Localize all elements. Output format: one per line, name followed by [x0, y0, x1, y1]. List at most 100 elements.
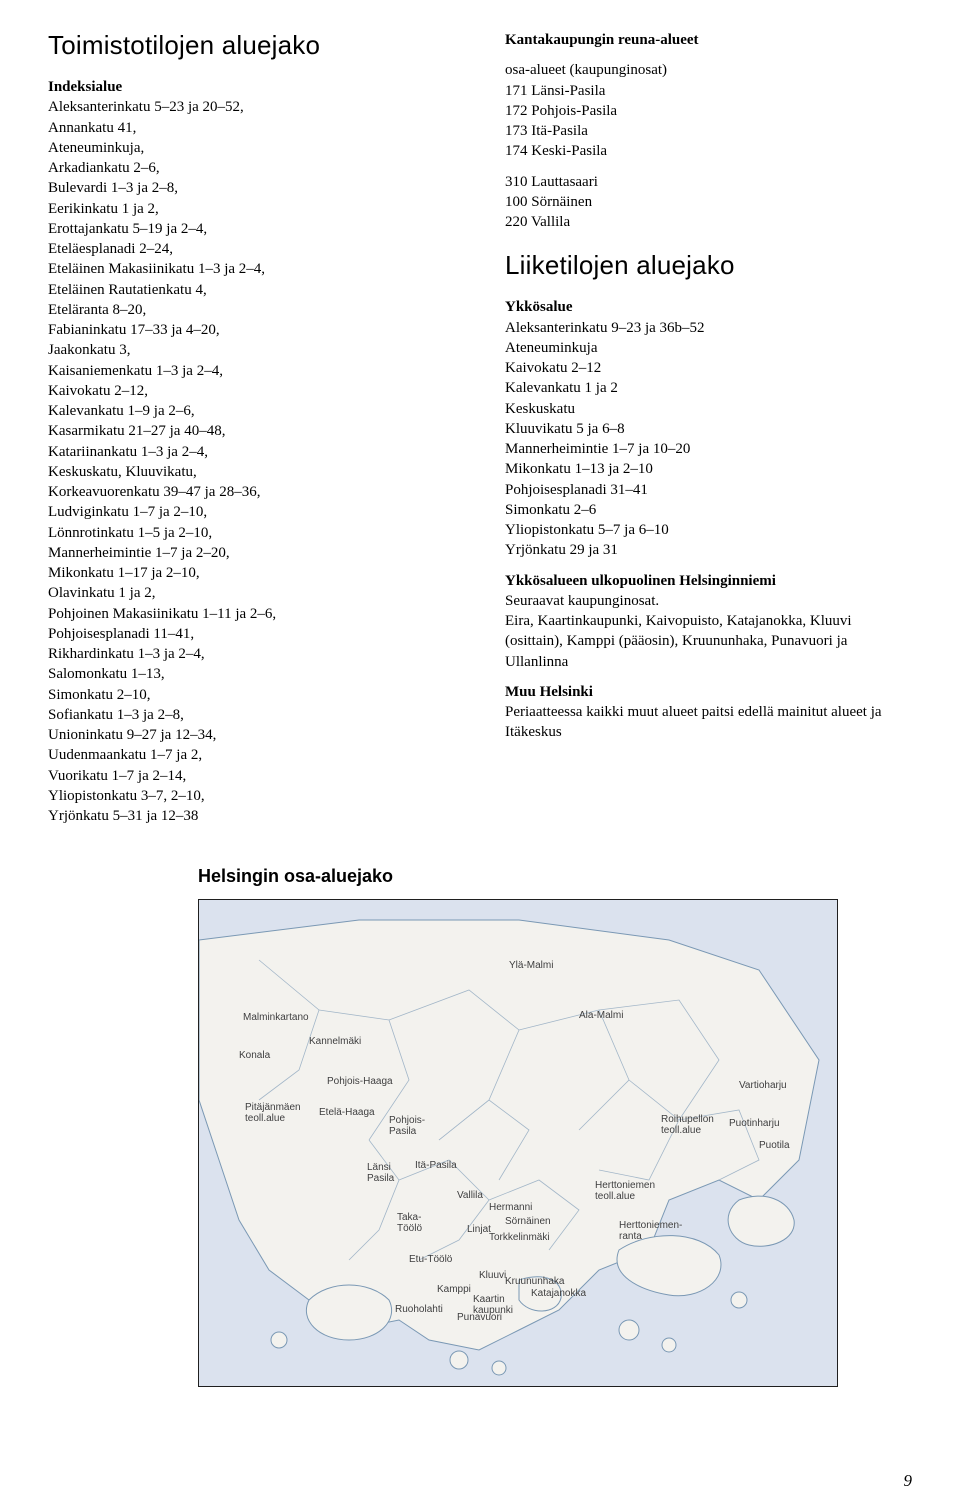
pasila-item: 174 Keski-Pasila [505, 141, 912, 161]
sub-areas-block: osa-alueet (kaupunginosat) 171 Länsi-Pas… [505, 60, 912, 161]
index-area-heading: Indeksialue [48, 77, 455, 97]
index-area-item: Vuorikatu 1–7 ja 2–14, [48, 766, 455, 786]
index-area-item: Pohjoinen Makasiinikatu 1–11 ja 2–6, [48, 604, 455, 624]
map-label: Pohjois- Pasila [389, 1115, 425, 1137]
index-area-item: Olavinkatu 1 ja 2, [48, 583, 455, 603]
map-label: Katajanokka [531, 1288, 586, 1299]
index-area-item: Lönnrotinkatu 1–5 ja 2–10, [48, 523, 455, 543]
map-label: Roihupellon teoll.alue [661, 1114, 714, 1136]
index-area-item: Arkadiankatu 2–6, [48, 158, 455, 178]
prime-area-item: Keskuskatu [505, 399, 912, 419]
prime-area-item: Simonkatu 2–6 [505, 500, 912, 520]
two-column-layout: Toimistotilojen aluejako Indeksialue Ale… [48, 30, 912, 826]
prime-area-list: Aleksanterinkatu 9–23 ja 36b–52Ateneumin… [505, 318, 912, 561]
index-area-item: Mikonkatu 1–17 ja 2–10, [48, 563, 455, 583]
left-column: Toimistotilojen aluejako Indeksialue Ale… [48, 30, 455, 826]
map-label: Punavuori [457, 1312, 502, 1323]
index-area-item: Keskuskatu, Kluuvikatu, [48, 462, 455, 482]
map-label: Länsi Pasila [367, 1162, 394, 1184]
index-area-item: Uudenmaankatu 1–7 ja 2, [48, 745, 455, 765]
index-area-item: Simonkatu 2–10, [48, 685, 455, 705]
map-label: Ylä-Malmi [509, 960, 553, 971]
other-area-item: 100 Sörnäinen [505, 192, 912, 212]
outside-prime-districts: Eira, Kaartinkaupunki, Kaivopuisto, Kata… [505, 611, 912, 672]
prime-area-item: Yliopistonkatu 5–7 ja 6–10 [505, 520, 912, 540]
index-area-list: Aleksanterinkatu 5–23 ja 20–52,Annankatu… [48, 97, 455, 826]
prime-area-item: Yrjönkatu 29 ja 31 [505, 540, 912, 560]
pasila-list: 171 Länsi-Pasila172 Pohjois-Pasila173 It… [505, 81, 912, 162]
map-label: Etu-Töölö [409, 1254, 452, 1265]
map-label: Itä-Pasila [415, 1160, 457, 1171]
prime-area-item: Kaivokatu 2–12 [505, 358, 912, 378]
index-area-item: Kaivokatu 2–12, [48, 381, 455, 401]
index-area-item: Katariinankatu 1–3 ja 2–4, [48, 442, 455, 462]
index-area-item: Kasarmikatu 21–27 ja 40–48, [48, 421, 455, 441]
index-area-item: Kalevankatu 1–9 ja 2–6, [48, 401, 455, 421]
outside-prime-block: Ykkösalueen ulkopuolinen Helsinginniemi … [505, 571, 912, 672]
map-label: Kluuvi [479, 1270, 506, 1281]
prime-area-item: Aleksanterinkatu 9–23 ja 36b–52 [505, 318, 912, 338]
retail-zoning-title: Liiketilojen aluejako [505, 250, 912, 281]
prime-area-item: Mannerheimintie 1–7 ja 10–20 [505, 439, 912, 459]
map-label: Ala-Malmi [579, 1010, 623, 1021]
prime-area-item: Ateneuminkuja [505, 338, 912, 358]
index-area-item: Eerikinkatu 1 ja 2, [48, 199, 455, 219]
map-label: Puotila [759, 1140, 790, 1151]
map-label: Vallila [457, 1190, 483, 1201]
index-area-item: Eteläinen Makasiinikatu 1–3 ja 2–4, [48, 259, 455, 279]
map-label: Kannelmäki [309, 1036, 361, 1047]
map-label: Hermanni [489, 1202, 532, 1213]
map-label: Sörnäinen [505, 1216, 551, 1227]
prime-area-block: Ykkösalue Aleksanterinkatu 9–23 ja 36b–5… [505, 297, 912, 560]
sub-areas-label: osa-alueet (kaupunginosat) [505, 60, 912, 80]
prime-area-item: Mikonkatu 1–13 ja 2–10 [505, 459, 912, 479]
other-areas-block: 310 Lauttasaari100 Sörnäinen220 Vallila [505, 172, 912, 233]
helsinki-district-map: MalminkartanoKonalaKannelmäkiYlä-MalmiAl… [198, 899, 838, 1387]
outside-prime-heading: Ykkösalueen ulkopuolinen Helsinginniemi [505, 571, 912, 591]
prime-area-item: Kluuvikatu 5 ja 6–8 [505, 419, 912, 439]
index-area-item: Erottajankatu 5–19 ja 2–4, [48, 219, 455, 239]
map-label: Pitäjänmäen teoll.alue [245, 1102, 301, 1124]
map-label: Pohjois-Haaga [327, 1076, 393, 1087]
other-areas-list: 310 Lauttasaari100 Sörnäinen220 Vallila [505, 172, 912, 233]
map-label: Herttoniemen teoll.alue [595, 1180, 655, 1202]
page: Toimistotilojen aluejako Indeksialue Ale… [0, 0, 960, 1511]
index-area-item: Pohjoisesplanadi 11–41, [48, 624, 455, 644]
prime-area-item: Pohjoisesplanadi 31–41 [505, 480, 912, 500]
index-area-item: Ludviginkatu 1–7 ja 2–10, [48, 502, 455, 522]
map-label: Konala [239, 1050, 270, 1061]
pasila-item: 172 Pohjois-Pasila [505, 101, 912, 121]
edge-areas-block: Kantakaupungin reuna-alueet [505, 30, 912, 50]
map-label: Etelä-Haaga [319, 1107, 375, 1118]
index-area-item: Ateneuminkuja, [48, 138, 455, 158]
index-area-item: Fabianinkatu 17–33 ja 4–20, [48, 320, 455, 340]
map-label: Linjat [467, 1224, 491, 1235]
map-label: Torkkelinmäki [489, 1232, 550, 1243]
index-area-item: Yliopistonkatu 3–7, 2–10, [48, 786, 455, 806]
index-area-item: Kaisaniemenkatu 1–3 ja 2–4, [48, 361, 455, 381]
page-number: 9 [904, 1471, 913, 1491]
other-area-item: 220 Vallila [505, 212, 912, 232]
rest-helsinki-block: Muu Helsinki Periaatteessa kaikki muut a… [505, 682, 912, 743]
rest-helsinki-text: Periaatteessa kaikki muut alueet paitsi … [505, 702, 912, 743]
index-area-item: Yrjönkatu 5–31 ja 12–38 [48, 806, 455, 826]
index-area-item: Sofiankatu 1–3 ja 2–8, [48, 705, 455, 725]
index-area-item: Eteläesplanadi 2–24, [48, 239, 455, 259]
index-area-item: Korkeavuorenkatu 39–47 ja 28–36, [48, 482, 455, 502]
map-label: Puotinharju [729, 1118, 780, 1129]
index-area-item: Unioninkatu 9–27 ja 12–34, [48, 725, 455, 745]
index-area-item: Jaakonkatu 3, [48, 340, 455, 360]
index-area-item: Eteläranta 8–20, [48, 300, 455, 320]
map-label: Taka- Töölö [397, 1212, 422, 1234]
map-label: Kamppi [437, 1284, 471, 1295]
map-label: Kruununhaka [505, 1276, 565, 1287]
edge-areas-heading: Kantakaupungin reuna-alueet [505, 30, 912, 50]
rest-helsinki-heading: Muu Helsinki [505, 682, 912, 702]
index-area-item: Salomonkatu 1–13, [48, 664, 455, 684]
index-area-item: Aleksanterinkatu 5–23 ja 20–52, [48, 97, 455, 117]
index-area-item: Annankatu 41, [48, 118, 455, 138]
index-area-item: Eteläinen Rautatienkatu 4, [48, 280, 455, 300]
prime-area-item: Kalevankatu 1 ja 2 [505, 378, 912, 398]
prime-area-heading: Ykkösalue [505, 297, 912, 317]
index-area-item: Rikhardinkatu 1–3 ja 2–4, [48, 644, 455, 664]
